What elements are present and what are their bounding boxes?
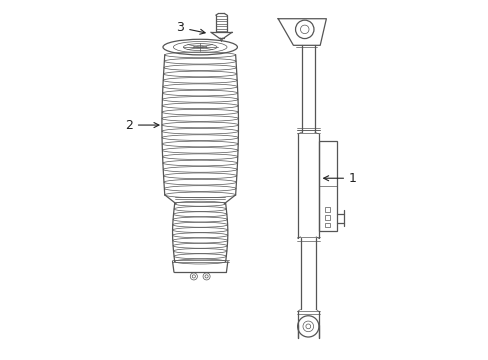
Bar [325,215,329,220]
Text: 3: 3 [176,21,204,34]
Text: 2: 2 [125,118,159,131]
Bar [325,222,329,228]
Bar [318,141,336,231]
Text: 1: 1 [323,172,356,185]
Bar [325,207,329,212]
